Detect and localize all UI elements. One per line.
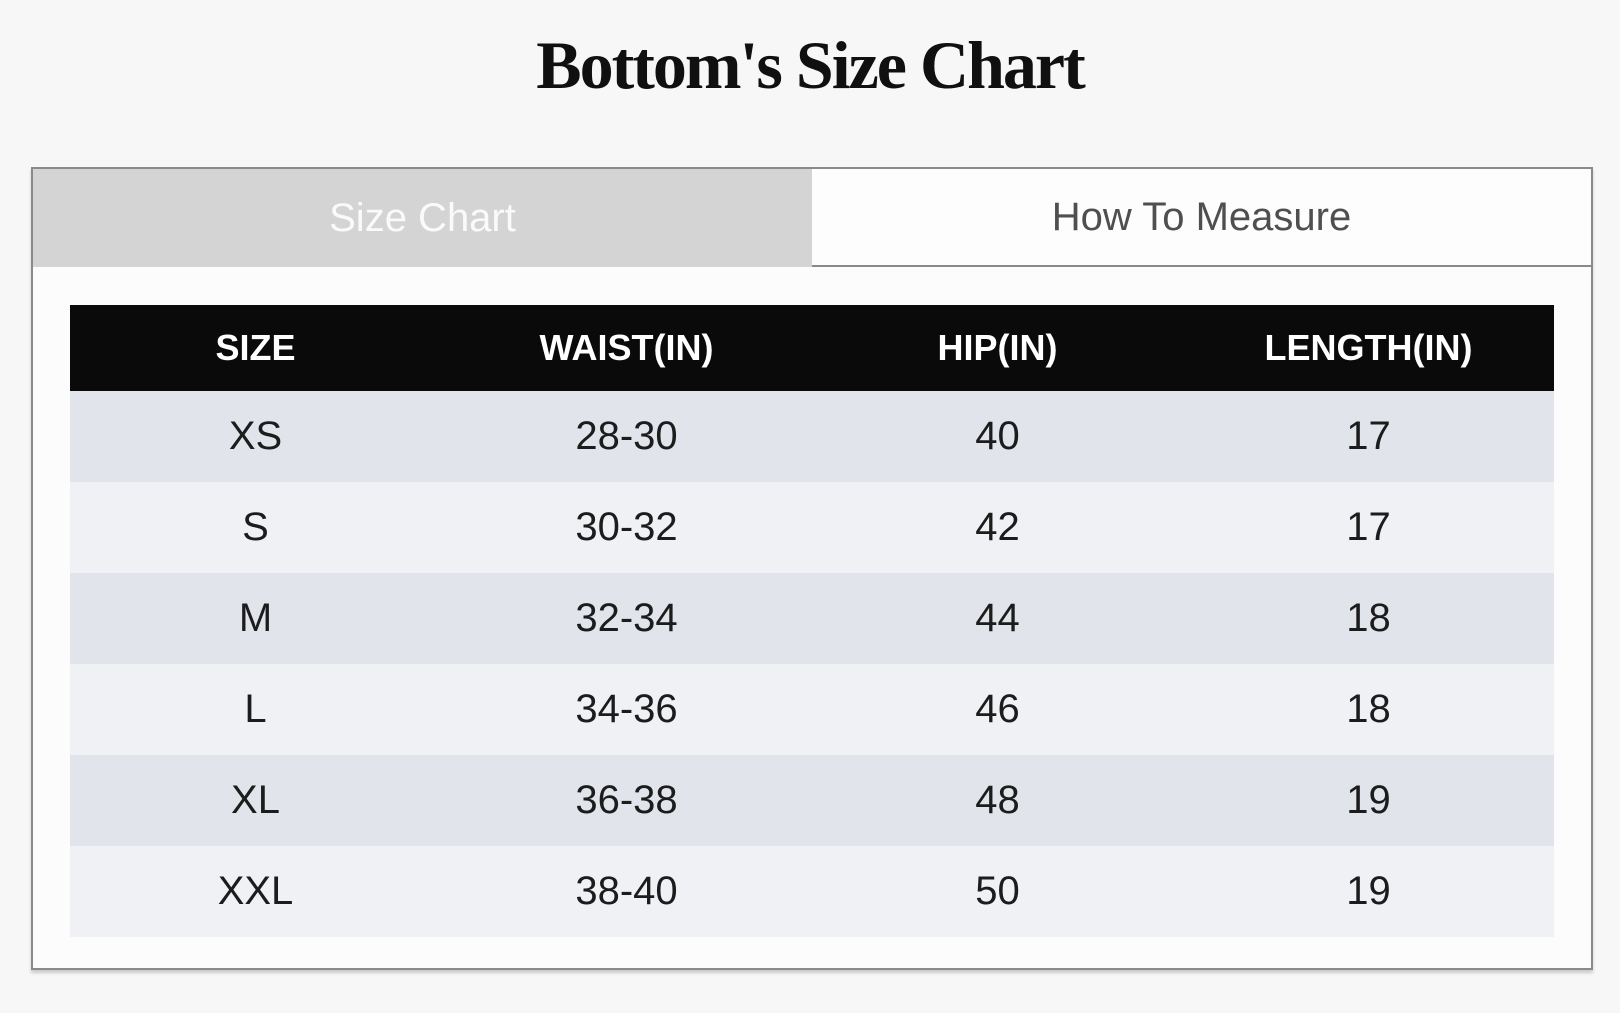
table-cell: XL	[231, 778, 280, 822]
table-cell: M	[238, 596, 273, 640]
table-cell: 19	[1346, 778, 1391, 822]
table-row: L 34-36 46 18	[70, 664, 1554, 755]
table-row: XS 28-30 40 17	[70, 391, 1554, 482]
tab-how-to-measure[interactable]: How To Measure	[812, 169, 1591, 267]
table-cell: 19	[1346, 869, 1391, 913]
table-cell: 28-30	[575, 414, 678, 458]
table-cell: 18	[1346, 596, 1391, 640]
table-cell: XXL	[217, 869, 294, 913]
table-cell: 34-36	[575, 687, 678, 731]
table-cell: 17	[1346, 414, 1391, 458]
tab-content: SIZE WAIST(IN) HIP(IN) LENGTH(IN) XS 28-3…	[33, 267, 1591, 970]
table-cell: S	[242, 505, 269, 549]
page-title: Bottom's Size Chart	[536, 27, 1085, 103]
column-header-waist: WAIST(IN)	[441, 305, 812, 391]
table-cell: 30-32	[575, 505, 678, 549]
table-row: XL 36-38 48 19	[70, 755, 1554, 846]
table-row: M 32-34 44 18	[70, 573, 1554, 664]
table-cell: 32-34	[575, 596, 678, 640]
size-table: SIZE WAIST(IN) HIP(IN) LENGTH(IN) XS 28-3…	[70, 305, 1554, 937]
table-row: XXL 38-40 50 19	[70, 846, 1554, 937]
table-cell: 38-40	[575, 869, 678, 913]
table-cell: 44	[975, 596, 1020, 640]
table-cell: L	[244, 687, 267, 731]
table-row: S 30-32 42 17	[70, 482, 1554, 573]
column-header-size: SIZE	[70, 305, 441, 391]
table-cell: 18	[1346, 687, 1391, 731]
size-chart-widget: Size Chart How To Measure SIZE WAIST(IN)…	[31, 167, 1593, 970]
table-cell: 50	[975, 869, 1020, 913]
table-cell: XS	[228, 414, 283, 458]
tab-bar: Size Chart How To Measure	[33, 169, 1591, 267]
table-cell: 36-38	[575, 778, 678, 822]
tab-size-chart[interactable]: Size Chart	[33, 169, 812, 267]
table-cell: 48	[975, 778, 1020, 822]
table-body: XS 28-30 40 17 S 30-32 42 17 M 32-34 44 18 L 34-36 46 1…	[70, 391, 1554, 937]
column-header-hip: HIP(IN)	[812, 305, 1183, 391]
table-cell: 46	[975, 687, 1020, 731]
table-header-row: SIZE WAIST(IN) HIP(IN) LENGTH(IN)	[70, 305, 1554, 391]
column-header-length: LENGTH(IN)	[1183, 305, 1554, 391]
table-cell: 40	[975, 414, 1020, 458]
table-cell: 17	[1346, 505, 1391, 549]
table-cell: 42	[975, 505, 1020, 549]
